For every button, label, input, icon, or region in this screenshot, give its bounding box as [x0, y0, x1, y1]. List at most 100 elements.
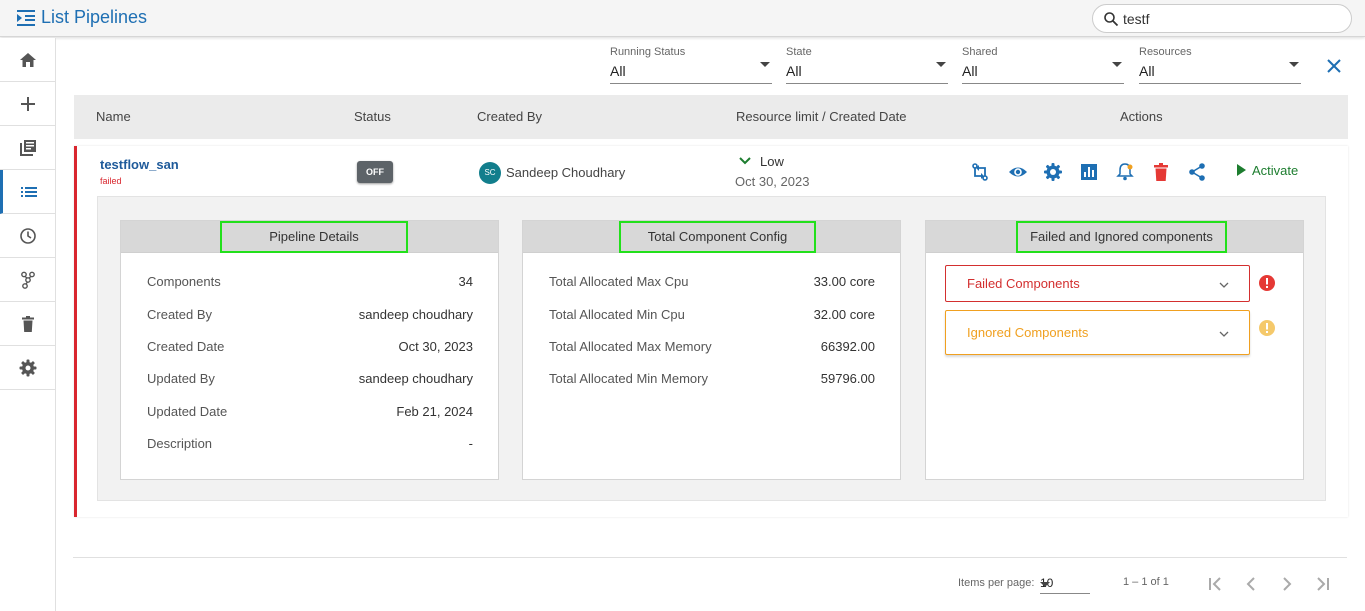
play-icon: [1237, 164, 1246, 176]
accordion-label: Ignored Components: [967, 325, 1089, 340]
dropdown-caret-icon: [1040, 582, 1050, 587]
sidebar-item-list-pipelines[interactable]: [0, 170, 55, 214]
sidebar-item-settings[interactable]: [0, 346, 55, 390]
detail-key: Components: [147, 274, 221, 289]
sidebar-item-library[interactable]: [0, 126, 55, 170]
close-icon[interactable]: [1325, 57, 1343, 75]
items-per-page-label: Items per page:: [958, 577, 1035, 589]
column-header-created-by: Created By: [477, 109, 543, 124]
resource-limit: Low: [760, 154, 784, 169]
view-icon[interactable]: [1008, 162, 1028, 182]
warning-icon: [1259, 320, 1275, 336]
accordion-label: Failed Components: [967, 276, 1080, 291]
column-header-actions: Actions: [1120, 109, 1163, 124]
config-key: Total Allocated Max Cpu: [549, 274, 689, 289]
column-header-name: Name: [96, 109, 131, 124]
sidebar-item-create[interactable]: [0, 82, 55, 126]
chevron-down-icon: [739, 157, 751, 165]
previous-page-icon[interactable]: [1242, 575, 1260, 593]
search-box[interactable]: [1092, 4, 1352, 33]
first-page-icon[interactable]: [1206, 575, 1224, 593]
list-icon: [21, 186, 37, 197]
detail-value: sandeep choudhary: [358, 307, 473, 322]
gear-icon: [19, 359, 36, 376]
card-header: Pipeline Details: [121, 221, 498, 253]
share-icon[interactable]: [1187, 162, 1207, 182]
chevron-down-icon: [1219, 331, 1229, 337]
table-header: Name Status Created By Resource limit / …: [74, 95, 1348, 139]
pipeline-details-card: Pipeline Details Components 34 Created B…: [120, 220, 499, 480]
avatar: SC: [479, 162, 501, 184]
activate-label: Activate: [1252, 163, 1299, 178]
footer-divider: [73, 557, 1347, 558]
home-icon: [19, 52, 36, 67]
filter-shared[interactable]: Shared All: [962, 46, 1124, 84]
filter-label: Resources: [1139, 46, 1192, 58]
error-icon: [1259, 275, 1275, 291]
page-title: List Pipelines: [41, 7, 148, 27]
component-config-card: Total Component Config Total Allocated M…: [522, 220, 901, 480]
config-value: 59796.00: [820, 371, 875, 386]
filter-label: Shared: [962, 46, 998, 58]
activate-button[interactable]: Activate: [1237, 163, 1298, 178]
detail-key: Created By: [147, 307, 213, 322]
detail-key: Created Date: [147, 339, 225, 354]
detail-value: -: [468, 436, 473, 451]
sidebar-item-trash[interactable]: [0, 302, 55, 346]
ignored-components-accordion[interactable]: Ignored Components: [945, 310, 1250, 355]
detail-value: Oct 30, 2023: [398, 339, 473, 354]
column-header-resource-date: Resource limit / Created Date: [736, 109, 907, 124]
filter-label: Running Status: [610, 46, 686, 58]
failed-ignored-card: Failed and Ignored components Failed Com…: [925, 220, 1304, 480]
card-title: Failed and Ignored components: [1016, 221, 1227, 253]
plus-icon: [20, 96, 35, 111]
sidebar-item-scheduler[interactable]: [0, 214, 55, 258]
card-title: Pipeline Details: [220, 221, 408, 253]
config-value: 66392.00: [820, 339, 875, 354]
search-input[interactable]: [1123, 9, 1333, 29]
filter-value: All: [962, 63, 978, 79]
filter-value: All: [1139, 63, 1155, 79]
filter-running-status[interactable]: Running Status All: [610, 46, 772, 84]
alert-bell-icon[interactable]: [1115, 162, 1135, 182]
dropdown-caret-icon: [1289, 62, 1299, 67]
column-header-status: Status: [354, 109, 391, 124]
sidebar: [0, 38, 56, 611]
pagination-range: 1 – 1 of 1: [1123, 576, 1169, 588]
created-date: Oct 30, 2023: [735, 174, 810, 189]
sidebar-item-components[interactable]: [0, 258, 55, 302]
next-page-icon[interactable]: [1278, 575, 1296, 593]
menu-collapse-icon[interactable]: [17, 9, 35, 27]
filter-label: State: [786, 46, 812, 58]
failed-components-accordion[interactable]: Failed Components: [945, 265, 1250, 302]
filter-value: All: [786, 63, 802, 79]
delete-icon[interactable]: [1151, 162, 1171, 182]
clock-icon: [19, 227, 36, 244]
config-key: Total Allocated Min Memory: [549, 371, 708, 386]
bar-chart-icon[interactable]: [1079, 162, 1099, 182]
card-title: Total Component Config: [619, 221, 816, 253]
config-key: Total Allocated Min Cpu: [549, 307, 685, 322]
items-per-page-select[interactable]: 10: [1040, 574, 1090, 594]
config-value: 32.00 core: [813, 307, 875, 322]
pipeline-detail-panel: Pipeline Details Components 34 Created B…: [97, 196, 1326, 501]
last-page-icon[interactable]: [1314, 575, 1332, 593]
detail-key: Updated By: [147, 371, 215, 386]
detail-value: sandeep choudhary: [358, 371, 473, 386]
status-toggle[interactable]: OFF: [357, 161, 393, 183]
search-icon: [1104, 12, 1119, 27]
detail-key: Description: [147, 436, 213, 451]
compare-icon[interactable]: [970, 162, 990, 182]
filter-state[interactable]: State All: [786, 46, 948, 84]
created-by-name: Sandeep Choudhary: [506, 165, 626, 180]
configure-icon[interactable]: [1043, 162, 1063, 182]
sidebar-item-home[interactable]: [0, 38, 55, 82]
dropdown-caret-icon: [760, 62, 770, 67]
filter-resources[interactable]: Resources All: [1139, 46, 1301, 84]
config-key: Total Allocated Max Memory: [549, 339, 712, 354]
dropdown-caret-icon: [1112, 62, 1122, 67]
pipeline-name-link[interactable]: testflow_san: [100, 157, 179, 172]
filter-value: All: [610, 63, 626, 79]
card-header: Total Component Config: [523, 221, 900, 253]
pipeline-run-status: failed: [100, 176, 122, 186]
